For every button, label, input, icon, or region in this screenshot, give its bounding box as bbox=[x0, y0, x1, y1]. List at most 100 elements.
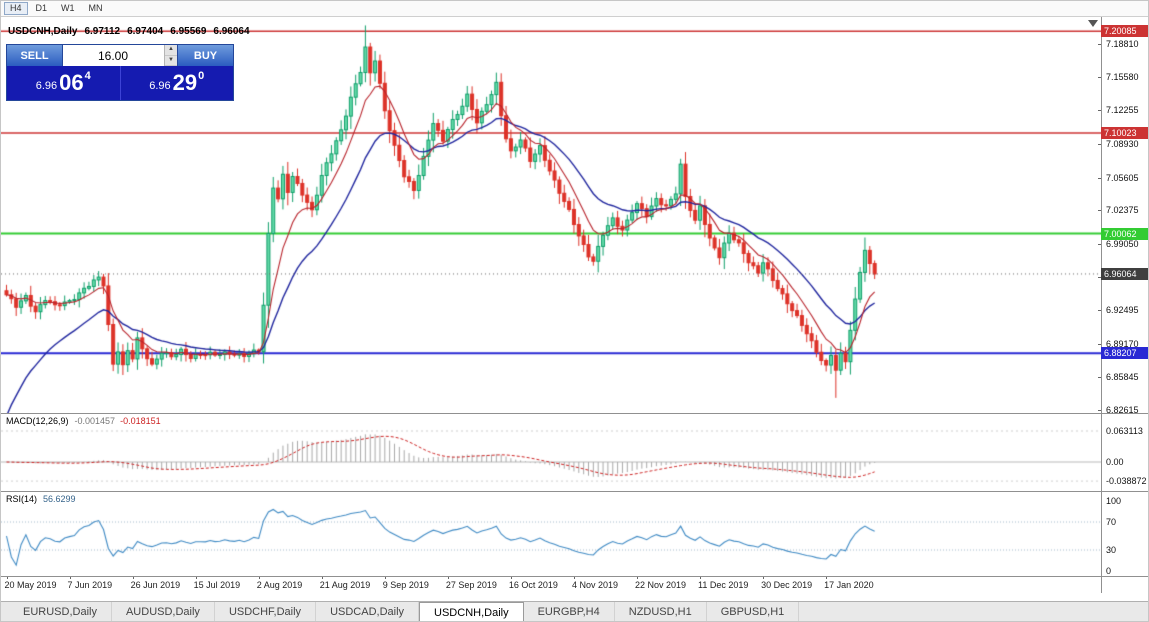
rsi-axis-label: 100 bbox=[1106, 496, 1122, 506]
rsi-axis-label: 30 bbox=[1106, 545, 1117, 555]
date-axis-tick bbox=[700, 576, 702, 579]
sell-button[interactable]: SELL bbox=[7, 45, 62, 66]
price-axis-tick bbox=[1098, 44, 1101, 46]
symbol-tab-usdcnh-daily[interactable]: USDCNH,Daily bbox=[419, 602, 524, 621]
price-axis-label: 7.02375 bbox=[1106, 205, 1139, 216]
price-axis-label: 7.08930 bbox=[1106, 138, 1139, 149]
bid-price-display[interactable]: 6.96 06 4 bbox=[7, 66, 120, 100]
ohlc-open: 6.97112 bbox=[84, 26, 121, 37]
ask-price-display[interactable]: 6.96 29 0 bbox=[119, 66, 234, 100]
date-axis-tick bbox=[258, 576, 260, 579]
chart-shift-marker-icon[interactable] bbox=[1088, 20, 1098, 27]
price-axis-tick bbox=[1098, 177, 1101, 179]
date-axis-tick bbox=[447, 576, 449, 579]
rsi-axis[interactable]: 100 70 30 0 bbox=[1102, 491, 1148, 576]
volume-decrease-button[interactable]: ▼ bbox=[165, 55, 177, 66]
macd-name: MACD(12,26,9) bbox=[6, 416, 69, 426]
price-axis-label: 6.85845 bbox=[1106, 372, 1139, 383]
ask-price-point: 0 bbox=[198, 70, 205, 82]
level-price-badge: 7.10023 bbox=[1101, 126, 1148, 139]
symbol-tab-gbpusd-h1[interactable]: GBPUSD,H1 bbox=[707, 602, 800, 621]
date-axis-label: 22 Nov 2019 bbox=[635, 580, 687, 590]
panel-divider bbox=[1, 413, 1148, 414]
price-axis-tick bbox=[1098, 243, 1101, 245]
date-axis-label: 21 Aug 2019 bbox=[319, 580, 371, 590]
price-axis-tick bbox=[1098, 310, 1101, 311]
macd-value: -0.001457 bbox=[74, 416, 116, 426]
price-axis[interactable]: 7.18810 7.15580 7.12255 7.08930 7.05605 7.023… bbox=[1098, 17, 1148, 415]
rsi-label: RSI(14) 56.6299 bbox=[6, 494, 76, 504]
timeframe-button-d1[interactable]: D1 bbox=[30, 2, 54, 15]
symbol-tab-eurusd-daily[interactable]: EURUSD,Daily bbox=[9, 602, 112, 621]
ask-price-pips: 29 bbox=[172, 70, 198, 95]
price-axis-label: 7.18810 bbox=[1106, 39, 1139, 50]
price-axis-tick bbox=[1098, 409, 1101, 411]
trade-buttons-row: SELL ▲ ▼ BUY bbox=[7, 45, 233, 66]
volume-input[interactable] bbox=[63, 45, 177, 66]
ohlc-high: 6.97404 bbox=[127, 26, 164, 37]
macd-axis[interactable]: 0.063113 0.00 -0.038872 bbox=[1102, 413, 1148, 491]
timeframe-button-mn[interactable]: MN bbox=[83, 2, 109, 15]
timeframe-button-w1[interactable]: W1 bbox=[55, 2, 81, 15]
price-axis-label: 7.05605 bbox=[1106, 172, 1139, 183]
price-axis-tick bbox=[1098, 210, 1101, 212]
price-axis-tick bbox=[1098, 110, 1101, 112]
macd-panel: MACD(12,26,9) -0.001457 -0.018151 bbox=[1, 413, 1148, 491]
axis-divider bbox=[1101, 17, 1102, 593]
volume-increase-button[interactable]: ▲ bbox=[165, 45, 177, 56]
date-axis-label: 30 Dec 2019 bbox=[761, 580, 813, 590]
date-axis-label: 16 Oct 2019 bbox=[508, 580, 558, 590]
date-axis[interactable]: 20 May 2019 7 Jun 2019 26 Jun 2019 15 Jul 2… bbox=[1, 576, 1148, 593]
date-axis-tick bbox=[321, 576, 323, 579]
date-axis-label: 17 Jan 2020 bbox=[824, 580, 874, 590]
date-axis-tick bbox=[510, 576, 512, 579]
date-axis-tick bbox=[637, 576, 638, 579]
date-axis-label: 15 Jul 2019 bbox=[193, 580, 241, 590]
symbol-tab-nzdusd-h1[interactable]: NZDUSD,H1 bbox=[615, 602, 707, 621]
price-axis-tick bbox=[1098, 377, 1101, 379]
price-axis-tick bbox=[1098, 143, 1101, 145]
timeframe-toolbar: H4 D1 W1 MN bbox=[1, 1, 1148, 17]
price-axis-tick bbox=[1098, 277, 1101, 279]
symbol-tab-usdchf-daily[interactable]: USDCHF,Daily bbox=[215, 602, 317, 621]
price-axis-label: 6.82615 bbox=[1106, 404, 1139, 415]
date-axis-tick bbox=[384, 576, 386, 579]
date-axis-label: 20 May 2019 bbox=[4, 580, 57, 590]
macd-axis-label: 0.00 bbox=[1106, 457, 1124, 467]
bid-price-major: 6.96 bbox=[35, 80, 58, 92]
date-axis-label: 27 Sep 2019 bbox=[445, 580, 497, 590]
date-axis-label: 4 Nov 2019 bbox=[571, 580, 618, 590]
symbol-tab-bar: EURUSD,Daily AUDUSD,Daily USDCHF,Daily USDC… bbox=[1, 601, 1148, 621]
macd-axis-label: 0.063113 bbox=[1106, 426, 1143, 436]
symbol-tab-audusd-daily[interactable]: AUDUSD,Daily bbox=[112, 602, 215, 621]
chart-symbol-period: USDCNH,Daily bbox=[8, 26, 78, 37]
volume-control: ▲ ▼ bbox=[62, 45, 178, 66]
price-chart-panel: USDCNH,Daily 6.97112 6.97404 6.95569 6.96064… bbox=[1, 17, 1148, 413]
price-axis-label: 6.89170 bbox=[1106, 338, 1139, 349]
level-price-badge: 6.88207 bbox=[1101, 347, 1148, 360]
rsi-canvas[interactable] bbox=[1, 491, 1101, 576]
price-axis-tick bbox=[1098, 76, 1101, 78]
macd-canvas[interactable] bbox=[1, 413, 1101, 491]
price-axis-label: 7.15580 bbox=[1106, 71, 1139, 82]
bid-ask-row: 6.96 06 4 6.96 29 0 bbox=[7, 66, 233, 100]
date-axis-tick bbox=[69, 576, 71, 579]
symbol-tab-eurgbp-h4[interactable]: EURGBP,H4 bbox=[524, 602, 615, 621]
date-axis-tick bbox=[6, 576, 8, 579]
bid-price-point: 4 bbox=[84, 70, 91, 82]
symbol-tab-usdcad-daily[interactable]: USDCAD,Daily bbox=[316, 602, 420, 621]
rsi-axis-label: 70 bbox=[1106, 517, 1117, 527]
chart-title: USDCNH,Daily 6.97112 6.97404 6.95569 6.96064 bbox=[8, 26, 257, 37]
date-axis-label: 11 Dec 2019 bbox=[698, 580, 749, 590]
buy-button[interactable]: BUY bbox=[178, 45, 233, 66]
rsi-name: RSI(14) bbox=[6, 494, 38, 504]
bid-price-pips: 06 bbox=[59, 70, 84, 95]
date-axis-label: 7 Jun 2019 bbox=[67, 580, 113, 590]
rsi-panel: RSI(14) 56.6299 bbox=[1, 491, 1148, 576]
date-axis-label: 2 Aug 2019 bbox=[256, 580, 303, 590]
date-axis-tick bbox=[763, 576, 765, 579]
date-axis-tick bbox=[826, 576, 828, 579]
timeframe-button-h4[interactable]: H4 bbox=[4, 2, 28, 15]
panel-divider bbox=[1, 576, 1148, 577]
